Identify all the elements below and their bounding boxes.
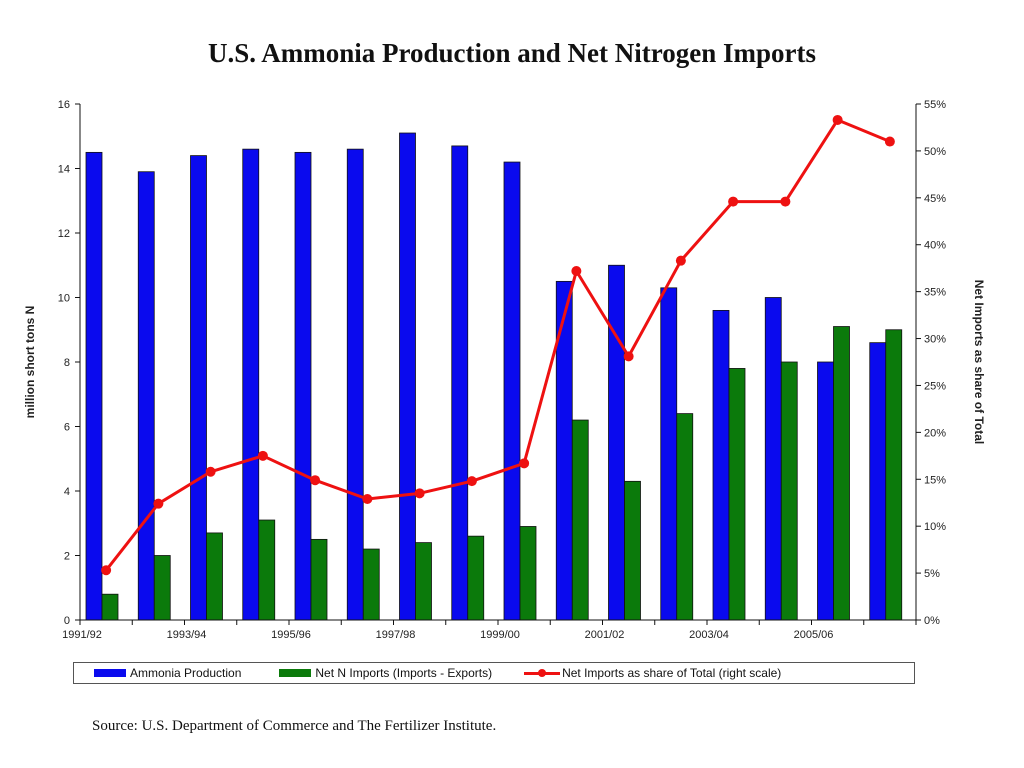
share-point-1 bbox=[153, 498, 164, 509]
bar-net-imports-8 bbox=[519, 526, 537, 621]
y2-tick-label-6: 30% bbox=[924, 334, 946, 346]
y2-tick-label-9: 45% bbox=[924, 193, 946, 205]
bar-net-imports-6 bbox=[415, 542, 432, 621]
x-tick-label-0: 1991/92 bbox=[62, 629, 102, 641]
legend-swatch-ammonia bbox=[94, 669, 126, 677]
legend-item-ammonia: Ammonia Production bbox=[94, 666, 241, 680]
bar-ammonia-5 bbox=[346, 148, 364, 621]
bar-ammonia-11 bbox=[660, 287, 678, 621]
chart-title: U.S. Ammonia Production and Net Nitrogen… bbox=[207, 38, 817, 68]
bar-ammonia-6 bbox=[399, 132, 416, 621]
y-tick-label-4: 8 bbox=[64, 357, 70, 369]
y2-tick-label-1: 5% bbox=[924, 568, 940, 580]
share-point-5 bbox=[362, 493, 373, 504]
bar-net-imports-7 bbox=[467, 535, 485, 621]
y-tick-label-2: 4 bbox=[64, 486, 70, 498]
y2-tick-label-0: 0% bbox=[924, 615, 940, 627]
x-tick-label-4: 1995/96 bbox=[271, 629, 311, 641]
bar-net-imports-1 bbox=[153, 555, 171, 621]
bar-ammonia-7 bbox=[451, 145, 469, 621]
bar-ammonia-3 bbox=[242, 148, 260, 621]
x-tick-label-14: 2005/06 bbox=[794, 629, 834, 641]
y2-axis-title: Net Imports as share of Total bbox=[972, 280, 986, 444]
share-point-6 bbox=[414, 488, 425, 499]
share-point-15 bbox=[884, 136, 895, 147]
bar-net-imports-4 bbox=[310, 538, 328, 621]
bar-ammonia-4 bbox=[294, 151, 312, 621]
y-tick-label-0: 0 bbox=[64, 615, 70, 627]
bar-ammonia-12 bbox=[712, 309, 730, 621]
y2-tick-label-8: 40% bbox=[924, 240, 946, 252]
y2-tick-label-4: 20% bbox=[924, 427, 946, 439]
bar-ammonia-2 bbox=[190, 155, 207, 621]
legend-swatch-net-imports bbox=[279, 669, 312, 677]
bar-ammonia-14 bbox=[817, 361, 834, 621]
source-note: Source: U.S. Department of Commerce and … bbox=[92, 718, 497, 734]
y-tick-label-1: 2 bbox=[64, 551, 70, 563]
share-point-10 bbox=[623, 351, 634, 362]
x-tick-label-8: 1999/00 bbox=[480, 629, 520, 641]
bar-net-imports-5 bbox=[362, 548, 380, 621]
bar-net-imports-3 bbox=[258, 519, 276, 621]
bar-ammonia-15 bbox=[869, 342, 887, 621]
bars-layer bbox=[85, 132, 903, 621]
y2-tick-label-10: 50% bbox=[924, 146, 946, 158]
share-point-7 bbox=[466, 476, 477, 487]
share-point-0 bbox=[101, 565, 112, 576]
bar-net-imports-13 bbox=[780, 361, 798, 621]
bar-ammonia-0 bbox=[85, 151, 103, 621]
share-point-11 bbox=[675, 255, 686, 266]
x-tick-label-6: 1997/98 bbox=[376, 629, 416, 641]
y-axis-title: million short tons N bbox=[23, 306, 37, 419]
legend-item-net-imports: Net N Imports (Imports - Exports) bbox=[279, 666, 492, 680]
share-point-9 bbox=[571, 265, 582, 276]
legend-label-net-imports: Net N Imports (Imports - Exports) bbox=[315, 666, 493, 680]
y2-tick-label-5: 25% bbox=[924, 380, 946, 392]
bar-net-imports-10 bbox=[624, 480, 641, 621]
legend-item-share: Net Imports as share of Total (right sca… bbox=[524, 666, 781, 680]
legend-swatch-share bbox=[524, 668, 561, 678]
bar-net-imports-15 bbox=[885, 329, 903, 621]
share-point-14 bbox=[832, 114, 843, 125]
share-point-12 bbox=[728, 196, 739, 207]
bar-net-imports-11 bbox=[676, 413, 694, 621]
share-point-8 bbox=[519, 458, 530, 469]
x-tick-label-2: 1993/94 bbox=[167, 629, 207, 641]
legend: Ammonia Production Net N Imports (Import… bbox=[73, 662, 915, 684]
bar-net-imports-12 bbox=[728, 368, 746, 621]
share-point-3 bbox=[257, 450, 268, 461]
x-tick-label-12: 2003/04 bbox=[689, 629, 729, 641]
y-tick-label-3: 6 bbox=[64, 422, 70, 434]
y-tick-label-8: 16 bbox=[58, 99, 70, 111]
bar-net-imports-14 bbox=[833, 326, 850, 621]
y2-tick-label-11: 55% bbox=[924, 99, 946, 111]
legend-label-share: Net Imports as share of Total (right sca… bbox=[562, 666, 782, 680]
axes-layer: 0 2 4 6 8 10 12 14 16 0% 5% 10% 15% 20% 25% 30% 35% 40% 45… bbox=[58, 99, 946, 641]
bar-net-imports-2 bbox=[206, 532, 223, 621]
bar-net-imports-0 bbox=[101, 593, 119, 621]
y-tick-label-7: 14 bbox=[58, 164, 70, 176]
bar-ammonia-13 bbox=[764, 297, 782, 621]
line-layer bbox=[101, 114, 895, 576]
bar-ammonia-10 bbox=[608, 264, 625, 621]
share-point-2 bbox=[205, 466, 216, 477]
bar-net-imports-9 bbox=[571, 419, 589, 621]
share-point-4 bbox=[310, 475, 321, 486]
y2-tick-label-7: 35% bbox=[924, 287, 946, 299]
y-tick-label-6: 12 bbox=[58, 228, 70, 240]
legend-label-ammonia: Ammonia Production bbox=[130, 666, 242, 680]
y2-tick-label-3: 15% bbox=[924, 474, 946, 486]
y-tick-label-5: 10 bbox=[58, 293, 70, 305]
x-tick-label-10: 2001/02 bbox=[585, 629, 625, 641]
share-line bbox=[104, 118, 891, 572]
bar-ammonia-1 bbox=[137, 171, 155, 621]
y2-tick-label-2: 10% bbox=[924, 521, 946, 533]
bar-ammonia-8 bbox=[503, 161, 521, 621]
share-point-13 bbox=[780, 196, 791, 207]
